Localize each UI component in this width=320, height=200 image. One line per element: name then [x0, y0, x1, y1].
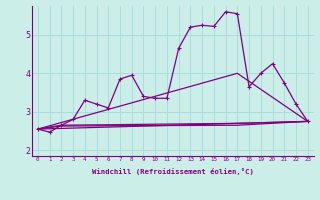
X-axis label: Windchill (Refroidissement éolien,°C): Windchill (Refroidissement éolien,°C) [92, 168, 254, 175]
